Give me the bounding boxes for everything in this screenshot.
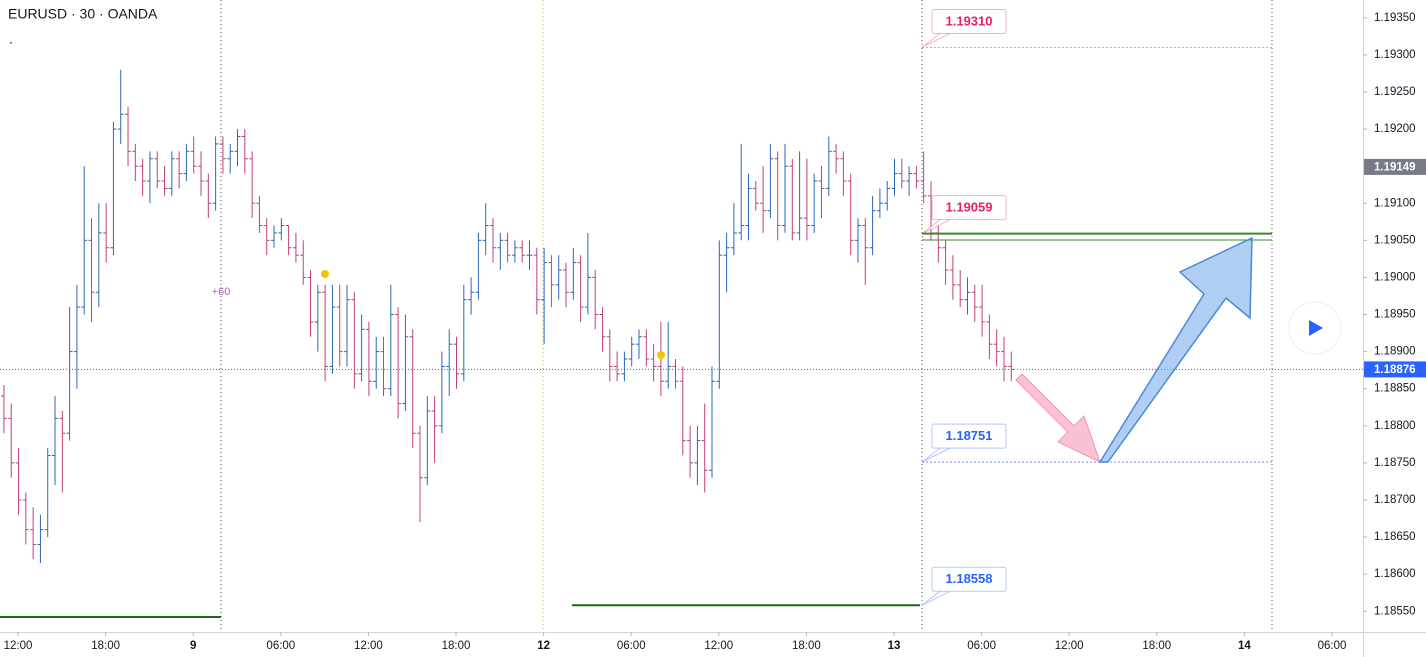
chart-title: EURUSD · 30 · OANDA — [8, 6, 158, 22]
callout-box — [931, 195, 1007, 221]
y-tick-label: 1.18950 — [1374, 309, 1416, 321]
price-label-box — [1364, 361, 1426, 378]
plot — [0, 46, 1363, 607]
y-tick-label: 1.19300 — [1374, 49, 1416, 61]
callout-tail — [921, 447, 951, 463]
y-tick-label: 1.19250 — [1374, 86, 1416, 98]
y-tick-label: 1.19100 — [1374, 197, 1416, 209]
x-tick-label: 18:00 — [442, 640, 471, 652]
callout-label: 1.19310 — [946, 13, 993, 28]
x-tick-label: 18:00 — [91, 640, 120, 652]
callout-label: 1.18751 — [946, 428, 993, 443]
callout-tail — [921, 219, 951, 235]
callout-box — [931, 566, 1007, 592]
chart-subtitle: . — [9, 31, 13, 47]
x-tick-label: 06:00 — [617, 640, 646, 652]
x-tick-label: 14 — [1238, 640, 1251, 652]
price-label: 1.19149 — [1374, 161, 1416, 173]
x-tick-label: 12:00 — [4, 640, 33, 652]
x-tick-label: 12:00 — [1055, 640, 1084, 652]
y-tick-label: 1.18600 — [1374, 568, 1416, 580]
play-button[interactable] — [1288, 301, 1342, 355]
y-tick-label: 1.19200 — [1374, 123, 1416, 135]
price-label-box — [1364, 158, 1426, 175]
callout-tail — [921, 590, 951, 606]
event-dot — [657, 351, 665, 359]
x-tick-label: 18:00 — [792, 640, 821, 652]
y-tick-label: 1.18900 — [1374, 346, 1416, 358]
y-tick-label: 1.19050 — [1374, 234, 1416, 246]
y-tick-label: 1.18800 — [1374, 420, 1416, 432]
annotation: +60 — [212, 286, 231, 298]
x-tick-label: 12:00 — [354, 640, 383, 652]
y-tick-label: 1.19350 — [1374, 12, 1416, 24]
down-arrow — [1015, 373, 1101, 463]
x-tick-label: 12 — [537, 640, 550, 652]
price-label: 1.18876 — [1374, 364, 1416, 376]
y-tick-label: 1.19000 — [1374, 271, 1416, 283]
x-tick-label: 06:00 — [266, 640, 295, 652]
y-tick-label: 1.18750 — [1374, 457, 1416, 469]
x-tick-label: 06:00 — [1318, 640, 1347, 652]
x-tick-label: 13 — [888, 640, 901, 652]
callout-label: 1.19059 — [946, 200, 993, 215]
x-tick-label: 06:00 — [967, 640, 996, 652]
play-icon[interactable] — [1309, 320, 1323, 336]
callout-tail — [921, 33, 951, 48]
x-tick-label: 9 — [190, 640, 196, 652]
x-tick-label: 18:00 — [1142, 640, 1171, 652]
y-tick-label: 1.18700 — [1374, 494, 1416, 506]
callout-box — [931, 423, 1007, 449]
callout-box — [931, 8, 1007, 34]
up-arrow — [1098, 236, 1253, 463]
y-tick-label: 1.18550 — [1374, 605, 1416, 617]
y-tick-label: 1.18850 — [1374, 383, 1416, 395]
x-tick-label: 12:00 — [704, 640, 733, 652]
callout-label: 1.18558 — [946, 571, 993, 586]
y-tick-label: 1.18650 — [1374, 531, 1416, 543]
event-dot — [321, 270, 329, 278]
